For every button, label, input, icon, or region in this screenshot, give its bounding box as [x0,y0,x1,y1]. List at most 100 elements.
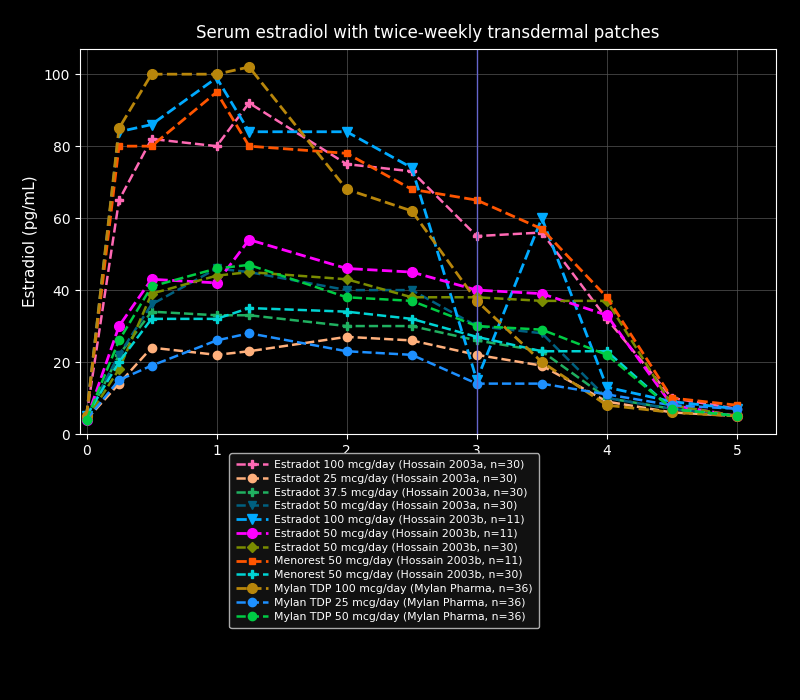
Estradot 50 mcg/day (Hossain 2003b, n=30) [212,272,222,280]
Estradot 50 mcg/day (Hossain 2003b, n=11) [212,279,222,287]
Estradot 100 mcg/day (Hossain 2003a, n=30) [342,160,351,168]
Estradot 50 mcg/day (Hossain 2003b, n=11) [114,322,124,330]
Menorest 50 mcg/day (Hossain 2003b, n=11) [667,394,677,402]
Line: Estradot 25 mcg/day (Hossain 2003a, n=30): Estradot 25 mcg/day (Hossain 2003a, n=30… [82,332,741,424]
Line: Menorest 50 mcg/day (Hossain 2003b, n=11): Menorest 50 mcg/day (Hossain 2003b, n=11… [83,89,741,419]
Estradot 50 mcg/day (Hossain 2003b, n=11) [732,412,742,420]
Estradot 100 mcg/day (Hossain 2003b, n=11) [472,376,482,384]
Estradot 100 mcg/day (Hossain 2003a, n=30) [602,315,612,323]
Estradot 25 mcg/day (Hossain 2003a, n=30) [407,336,417,344]
Menorest 50 mcg/day (Hossain 2003b, n=30) [212,315,222,323]
Estradot 50 mcg/day (Hossain 2003b, n=11) [537,290,546,298]
Estradot 25 mcg/day (Hossain 2003a, n=30) [602,398,612,406]
Menorest 50 mcg/day (Hossain 2003b, n=11) [342,149,351,158]
Mylan TDP 50 mcg/day (Mylan Pharma, n=36) [342,293,351,302]
Estradot 100 mcg/day (Hossain 2003b, n=11) [732,405,742,413]
Estradot 50 mcg/day (Hossain 2003b, n=11) [472,286,482,294]
Mylan TDP 25 mcg/day (Mylan Pharma, n=36) [602,390,612,398]
Menorest 50 mcg/day (Hossain 2003b, n=11) [472,196,482,204]
Estradot 50 mcg/day (Hossain 2003b, n=30) [146,290,156,298]
X-axis label: Time (days): Time (days) [383,463,473,478]
Estradot 37.5 mcg/day (Hossain 2003a, n=30) [472,336,482,344]
Mylan TDP 100 mcg/day (Mylan Pharma, n=36) [212,70,222,78]
Estradot 37.5 mcg/day (Hossain 2003a, n=30) [212,311,222,319]
Estradot 37.5 mcg/day (Hossain 2003a, n=30) [342,322,351,330]
Estradot 25 mcg/day (Hossain 2003a, n=30) [244,347,254,356]
Estradot 50 mcg/day (Hossain 2003a, n=30) [667,405,677,413]
Mylan TDP 100 mcg/day (Mylan Pharma, n=36) [146,70,156,78]
Mylan TDP 25 mcg/day (Mylan Pharma, n=36) [667,401,677,410]
Menorest 50 mcg/day (Hossain 2003b, n=30) [472,332,482,341]
Estradot 50 mcg/day (Hossain 2003a, n=30) [732,412,742,420]
Line: Mylan TDP 50 mcg/day (Mylan Pharma, n=36): Mylan TDP 50 mcg/day (Mylan Pharma, n=36… [82,260,741,424]
Menorest 50 mcg/day (Hossain 2003b, n=30) [407,315,417,323]
Mylan TDP 50 mcg/day (Mylan Pharma, n=36) [472,322,482,330]
Estradot 50 mcg/day (Hossain 2003b, n=11) [342,265,351,273]
Menorest 50 mcg/day (Hossain 2003b, n=30) [114,358,124,366]
Line: Estradot 100 mcg/day (Hossain 2003a, n=30): Estradot 100 mcg/day (Hossain 2003a, n=3… [82,99,741,420]
Mylan TDP 100 mcg/day (Mylan Pharma, n=36) [114,124,124,132]
Estradot 50 mcg/day (Hossain 2003b, n=11) [602,311,612,319]
Mylan TDP 25 mcg/day (Mylan Pharma, n=36) [146,361,156,370]
Estradot 50 mcg/day (Hossain 2003a, n=30) [212,265,222,273]
Mylan TDP 100 mcg/day (Mylan Pharma, n=36) [732,412,742,420]
Estradot 100 mcg/day (Hossain 2003b, n=11) [82,412,91,420]
Estradot 37.5 mcg/day (Hossain 2003a, n=30) [82,415,91,424]
Mylan TDP 100 mcg/day (Mylan Pharma, n=36) [342,185,351,193]
Estradot 25 mcg/day (Hossain 2003a, n=30) [732,412,742,420]
Estradot 37.5 mcg/day (Hossain 2003a, n=30) [537,347,546,356]
Estradot 100 mcg/day (Hossain 2003a, n=30) [472,232,482,240]
Mylan TDP 100 mcg/day (Mylan Pharma, n=36) [82,412,91,420]
Menorest 50 mcg/day (Hossain 2003b, n=11) [244,142,254,150]
Mylan TDP 25 mcg/day (Mylan Pharma, n=36) [212,336,222,344]
Menorest 50 mcg/day (Hossain 2003b, n=30) [82,412,91,420]
Mylan TDP 25 mcg/day (Mylan Pharma, n=36) [732,405,742,413]
Estradot 50 mcg/day (Hossain 2003a, n=30) [342,286,351,294]
Mylan TDP 50 mcg/day (Mylan Pharma, n=36) [244,260,254,269]
Estradot 37.5 mcg/day (Hossain 2003a, n=30) [114,351,124,359]
Estradot 50 mcg/day (Hossain 2003b, n=30) [667,401,677,410]
Line: Menorest 50 mcg/day (Hossain 2003b, n=30): Menorest 50 mcg/day (Hossain 2003b, n=30… [82,304,741,420]
Mylan TDP 25 mcg/day (Mylan Pharma, n=36) [472,379,482,388]
Estradot 50 mcg/day (Hossain 2003b, n=11) [82,415,91,424]
Estradot 25 mcg/day (Hossain 2003a, n=30) [342,332,351,341]
Mylan TDP 25 mcg/day (Mylan Pharma, n=36) [114,376,124,384]
Title: Serum estradiol with twice-weekly transdermal patches: Serum estradiol with twice-weekly transd… [196,24,660,42]
Legend: Estradot 100 mcg/day (Hossain 2003a, n=30), Estradot 25 mcg/day (Hossain 2003a, : Estradot 100 mcg/day (Hossain 2003a, n=3… [230,454,539,628]
Estradot 50 mcg/day (Hossain 2003b, n=30) [407,293,417,302]
Estradot 100 mcg/day (Hossain 2003a, n=30) [82,412,91,420]
Menorest 50 mcg/day (Hossain 2003b, n=11) [114,142,124,150]
Mylan TDP 25 mcg/day (Mylan Pharma, n=36) [342,347,351,356]
Mylan TDP 25 mcg/day (Mylan Pharma, n=36) [82,415,91,424]
Line: Estradot 50 mcg/day (Hossain 2003b, n=30): Estradot 50 mcg/day (Hossain 2003b, n=30… [83,269,741,423]
Estradot 25 mcg/day (Hossain 2003a, n=30) [667,408,677,416]
Mylan TDP 100 mcg/day (Mylan Pharma, n=36) [602,401,612,410]
Line: Estradot 100 mcg/day (Hossain 2003b, n=11): Estradot 100 mcg/day (Hossain 2003b, n=1… [82,73,742,421]
Estradot 50 mcg/day (Hossain 2003b, n=11) [407,268,417,277]
Mylan TDP 50 mcg/day (Mylan Pharma, n=36) [212,265,222,273]
Line: Mylan TDP 25 mcg/day (Mylan Pharma, n=36): Mylan TDP 25 mcg/day (Mylan Pharma, n=36… [82,329,741,424]
Mylan TDP 50 mcg/day (Mylan Pharma, n=36) [537,326,546,334]
Estradot 100 mcg/day (Hossain 2003a, n=30) [244,99,254,107]
Estradot 50 mcg/day (Hossain 2003a, n=30) [472,322,482,330]
Estradot 50 mcg/day (Hossain 2003a, n=30) [537,329,546,337]
Estradot 100 mcg/day (Hossain 2003a, n=30) [114,196,124,204]
Estradot 25 mcg/day (Hossain 2003a, n=30) [82,415,91,424]
Estradot 25 mcg/day (Hossain 2003a, n=30) [537,361,546,370]
Estradot 50 mcg/day (Hossain 2003a, n=30) [602,394,612,402]
Line: Estradot 37.5 mcg/day (Hossain 2003a, n=30): Estradot 37.5 mcg/day (Hossain 2003a, n=… [82,307,741,424]
Estradot 50 mcg/day (Hossain 2003a, n=30) [114,351,124,359]
Mylan TDP 100 mcg/day (Mylan Pharma, n=36) [667,408,677,416]
Y-axis label: Estradiol (pg/mL): Estradiol (pg/mL) [23,176,38,307]
Estradot 100 mcg/day (Hossain 2003b, n=11) [537,214,546,223]
Estradot 100 mcg/day (Hossain 2003b, n=11) [602,383,612,391]
Estradot 50 mcg/day (Hossain 2003b, n=30) [342,275,351,284]
Mylan TDP 100 mcg/day (Mylan Pharma, n=36) [537,358,546,366]
Menorest 50 mcg/day (Hossain 2003b, n=30) [537,347,546,356]
Estradot 37.5 mcg/day (Hossain 2003a, n=30) [244,311,254,319]
Estradot 100 mcg/day (Hossain 2003a, n=30) [212,142,222,150]
Estradot 100 mcg/day (Hossain 2003b, n=11) [667,398,677,406]
Menorest 50 mcg/day (Hossain 2003b, n=11) [146,142,156,150]
Mylan TDP 50 mcg/day (Mylan Pharma, n=36) [82,415,91,424]
Mylan TDP 100 mcg/day (Mylan Pharma, n=36) [407,206,417,215]
